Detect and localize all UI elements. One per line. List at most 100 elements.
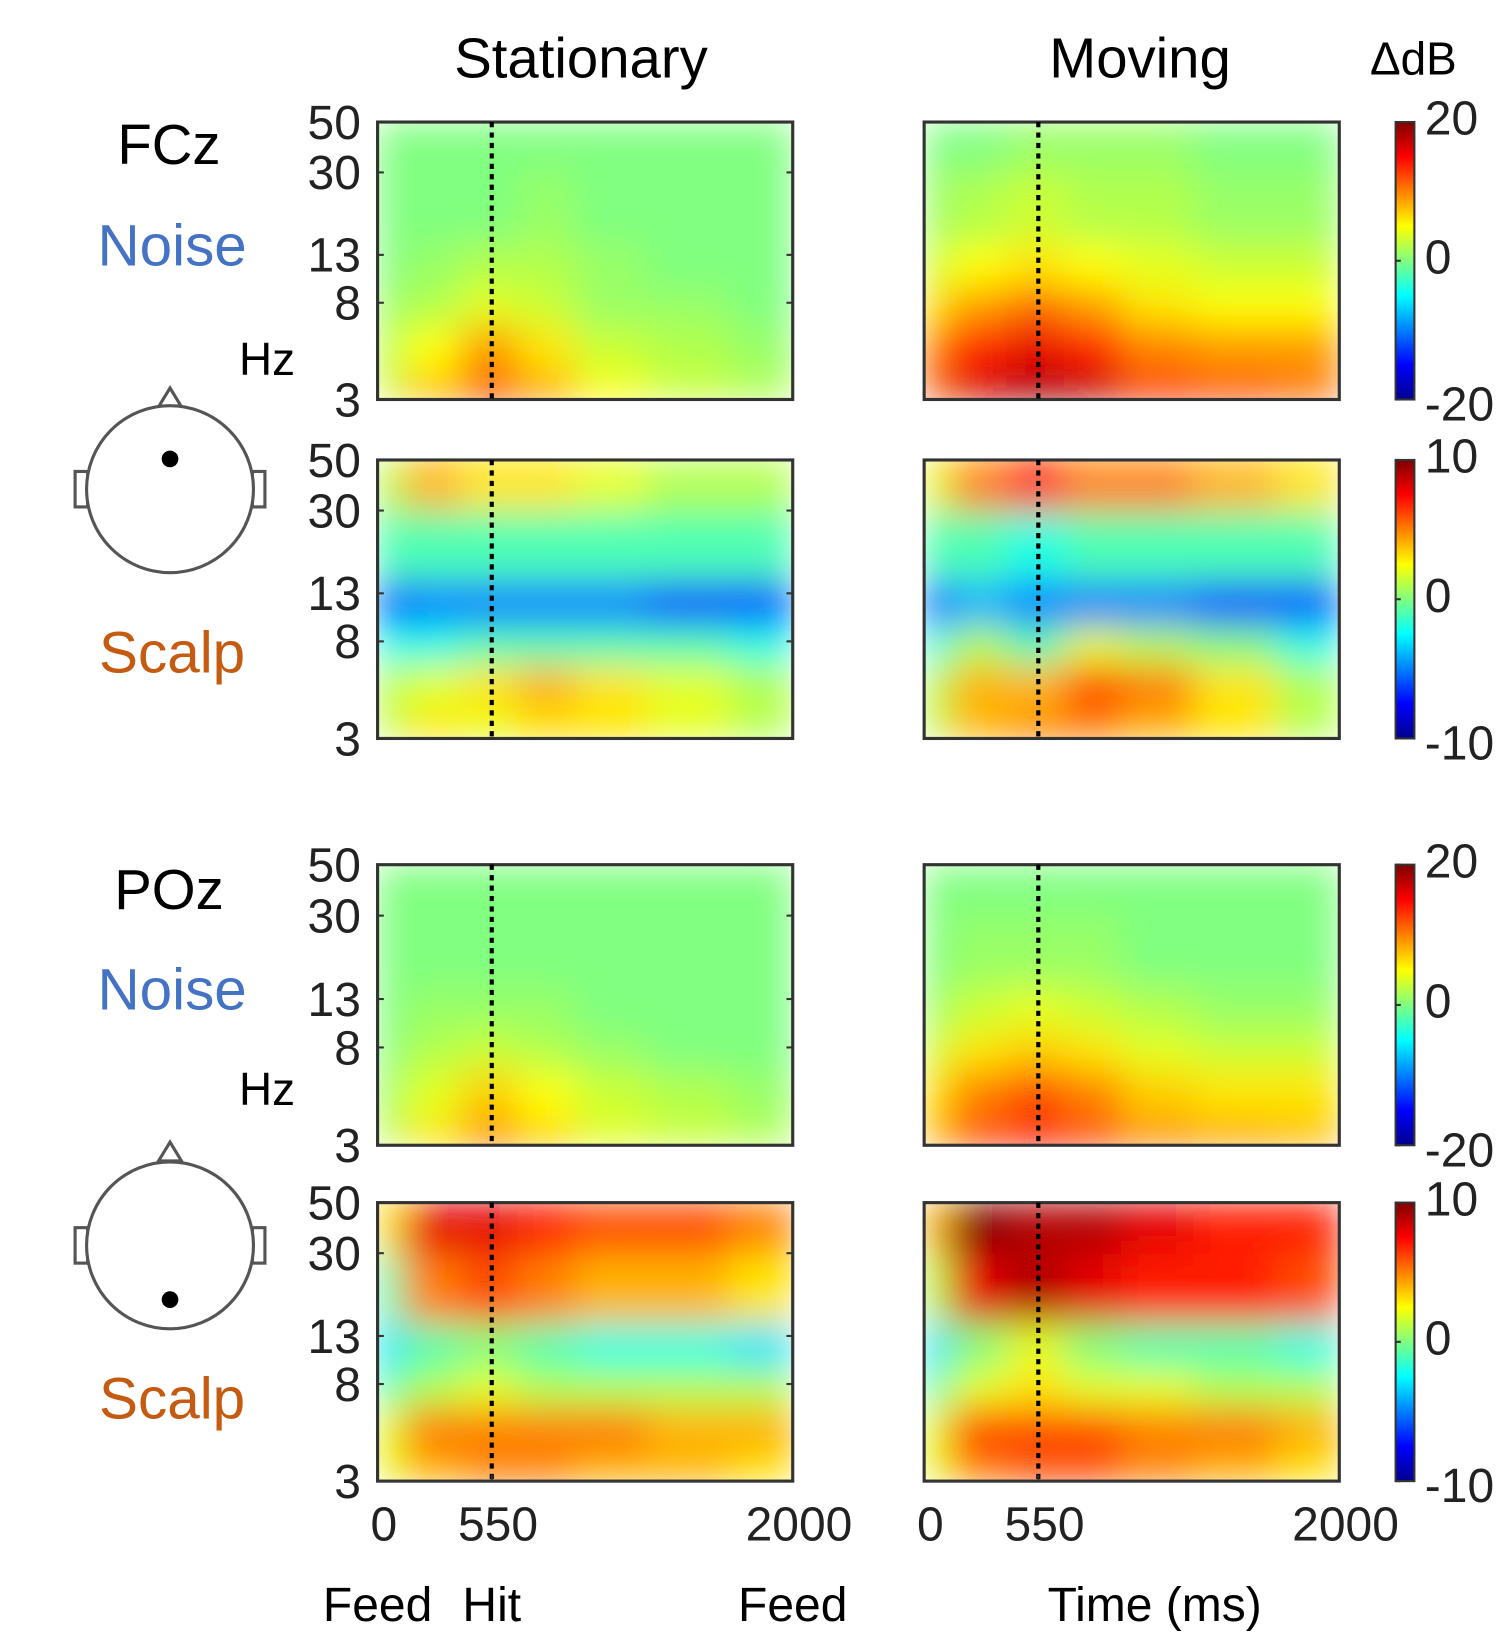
heatmap-cell: [646, 579, 731, 627]
heatmap-cell: [1063, 510, 1122, 581]
x-tick-label: 0: [917, 1499, 944, 1552]
heatmap-cell: [574, 1252, 648, 1324]
heatmap-cells: [377, 459, 793, 739]
heatmap-cell: [729, 985, 793, 1033]
heatmap-cell: [646, 864, 731, 917]
heatmap-cell: [646, 1031, 731, 1072]
heatmap-cell: [1193, 664, 1278, 714]
heatmap-cell: [1006, 241, 1065, 288]
heatmap-cell: [949, 510, 1008, 581]
heatmap-cell: [1063, 625, 1122, 666]
heatmap-cell: [1063, 373, 1122, 400]
heatmap-cell: [729, 171, 793, 243]
heatmap-cell: [1120, 1455, 1195, 1482]
heatmap-cell: [1120, 286, 1195, 327]
heatmap-cell: [377, 1322, 405, 1369]
column-title: Moving: [1049, 26, 1231, 89]
heatmap-cell: [1120, 1367, 1195, 1408]
heatmap-cell: [403, 625, 462, 666]
heatmap-cell: [1193, 286, 1278, 327]
heatmap-cell: [377, 864, 405, 917]
heatmap-cell: [574, 241, 648, 288]
heatmap-cell: [1276, 712, 1340, 739]
y-tick-label: 13: [308, 974, 361, 1027]
heatmap-cell: [949, 1406, 1008, 1457]
heatmap-cell: [517, 1367, 576, 1408]
y-tick-label: 13: [308, 1311, 361, 1364]
heatmap-cell: [403, 171, 462, 243]
heatmap-cell: [1276, 1367, 1340, 1408]
heatmap-cell: [729, 712, 793, 739]
heatmap: [924, 1202, 1340, 1482]
heatmap-cell: [403, 664, 462, 714]
heatmap-cell: [646, 1119, 731, 1146]
heatmap-cell: [403, 325, 462, 375]
heatmap-cell: [1006, 985, 1065, 1033]
heatmap-cell: [1063, 864, 1122, 917]
heatmap: [924, 459, 1340, 739]
heatmap-cell: [377, 1070, 405, 1121]
heatmap-cell: [377, 664, 405, 714]
plot-frame: [922, 863, 1341, 1147]
heatmap-cell: [1193, 864, 1278, 917]
y-tick-label: 3: [334, 1120, 361, 1173]
plot-frame: [376, 863, 795, 1147]
heatmap-cell: [574, 1202, 648, 1254]
colorbar-tick-label: -20: [1425, 378, 1494, 431]
heatmap-cell: [1120, 459, 1195, 512]
y-tick-label: 8: [334, 1359, 361, 1412]
heatmap-cell: [460, 915, 519, 987]
heatmap-cell: [1120, 325, 1195, 375]
heatmap-cell: [646, 915, 731, 987]
heatmap-cell: [1063, 1202, 1122, 1254]
heatmap-cell: [729, 664, 793, 714]
y-tick-label: 8: [334, 616, 361, 669]
heatmap-cell: [403, 1252, 462, 1324]
heatmap-cell: [1006, 373, 1065, 400]
heatmap-cell: [377, 1367, 405, 1408]
heatmap-cell: [1193, 373, 1278, 400]
heatmap-cells: [924, 122, 1340, 400]
heatmap-cell: [1006, 1252, 1065, 1324]
heatmap-cell: [1120, 1031, 1195, 1072]
heatmap-cell: [377, 985, 405, 1033]
plot-frame: [376, 1201, 795, 1483]
heatmap-cell: [1120, 241, 1195, 288]
heatmap-cell: [460, 286, 519, 327]
y-tick-label: 50: [308, 435, 361, 488]
heatmap-cell: [646, 325, 731, 375]
heatmap-cell: [1006, 864, 1065, 917]
heatmap-cell: [1193, 459, 1278, 512]
heatmap-cell: [1006, 625, 1065, 666]
heatmap-cell: [460, 510, 519, 581]
heatmap-cell: [460, 712, 519, 739]
heatmap-cell: [460, 373, 519, 400]
heatmap-cell: [646, 1367, 731, 1408]
heatmap-cell: [949, 171, 1008, 243]
heatmap-cell: [1063, 1455, 1122, 1482]
heatmap-cell: [1276, 915, 1340, 987]
heatmap-cell: [377, 325, 405, 375]
heatmap-cell: [924, 864, 951, 917]
heatmap-cell: [377, 625, 405, 666]
heatmap-cell: [729, 1455, 793, 1482]
heatmap-cell: [1120, 712, 1195, 739]
heatmap-cell: [924, 1406, 951, 1457]
heatmap-cell: [574, 985, 648, 1033]
heatmap-cell: [949, 1455, 1008, 1482]
heatmap-cell: [460, 1202, 519, 1254]
heatmap-cell: [949, 915, 1008, 987]
heatmap-cell: [646, 122, 731, 173]
x-tick-label: 550: [1005, 1499, 1085, 1552]
heatmap-cell: [949, 241, 1008, 288]
heatmap-cell: [403, 510, 462, 581]
heatmap-cell: [924, 459, 951, 512]
heatmap-cell: [729, 579, 793, 627]
heatmap-cell: [1006, 1322, 1065, 1369]
heatmap-cell: [924, 171, 951, 243]
heatmap-cell: [924, 510, 951, 581]
heatmap-cell: [949, 664, 1008, 714]
heatmap-cell: [574, 1031, 648, 1072]
row-label: Scalp: [99, 1366, 245, 1431]
y-axis-label: Hz: [239, 333, 295, 385]
